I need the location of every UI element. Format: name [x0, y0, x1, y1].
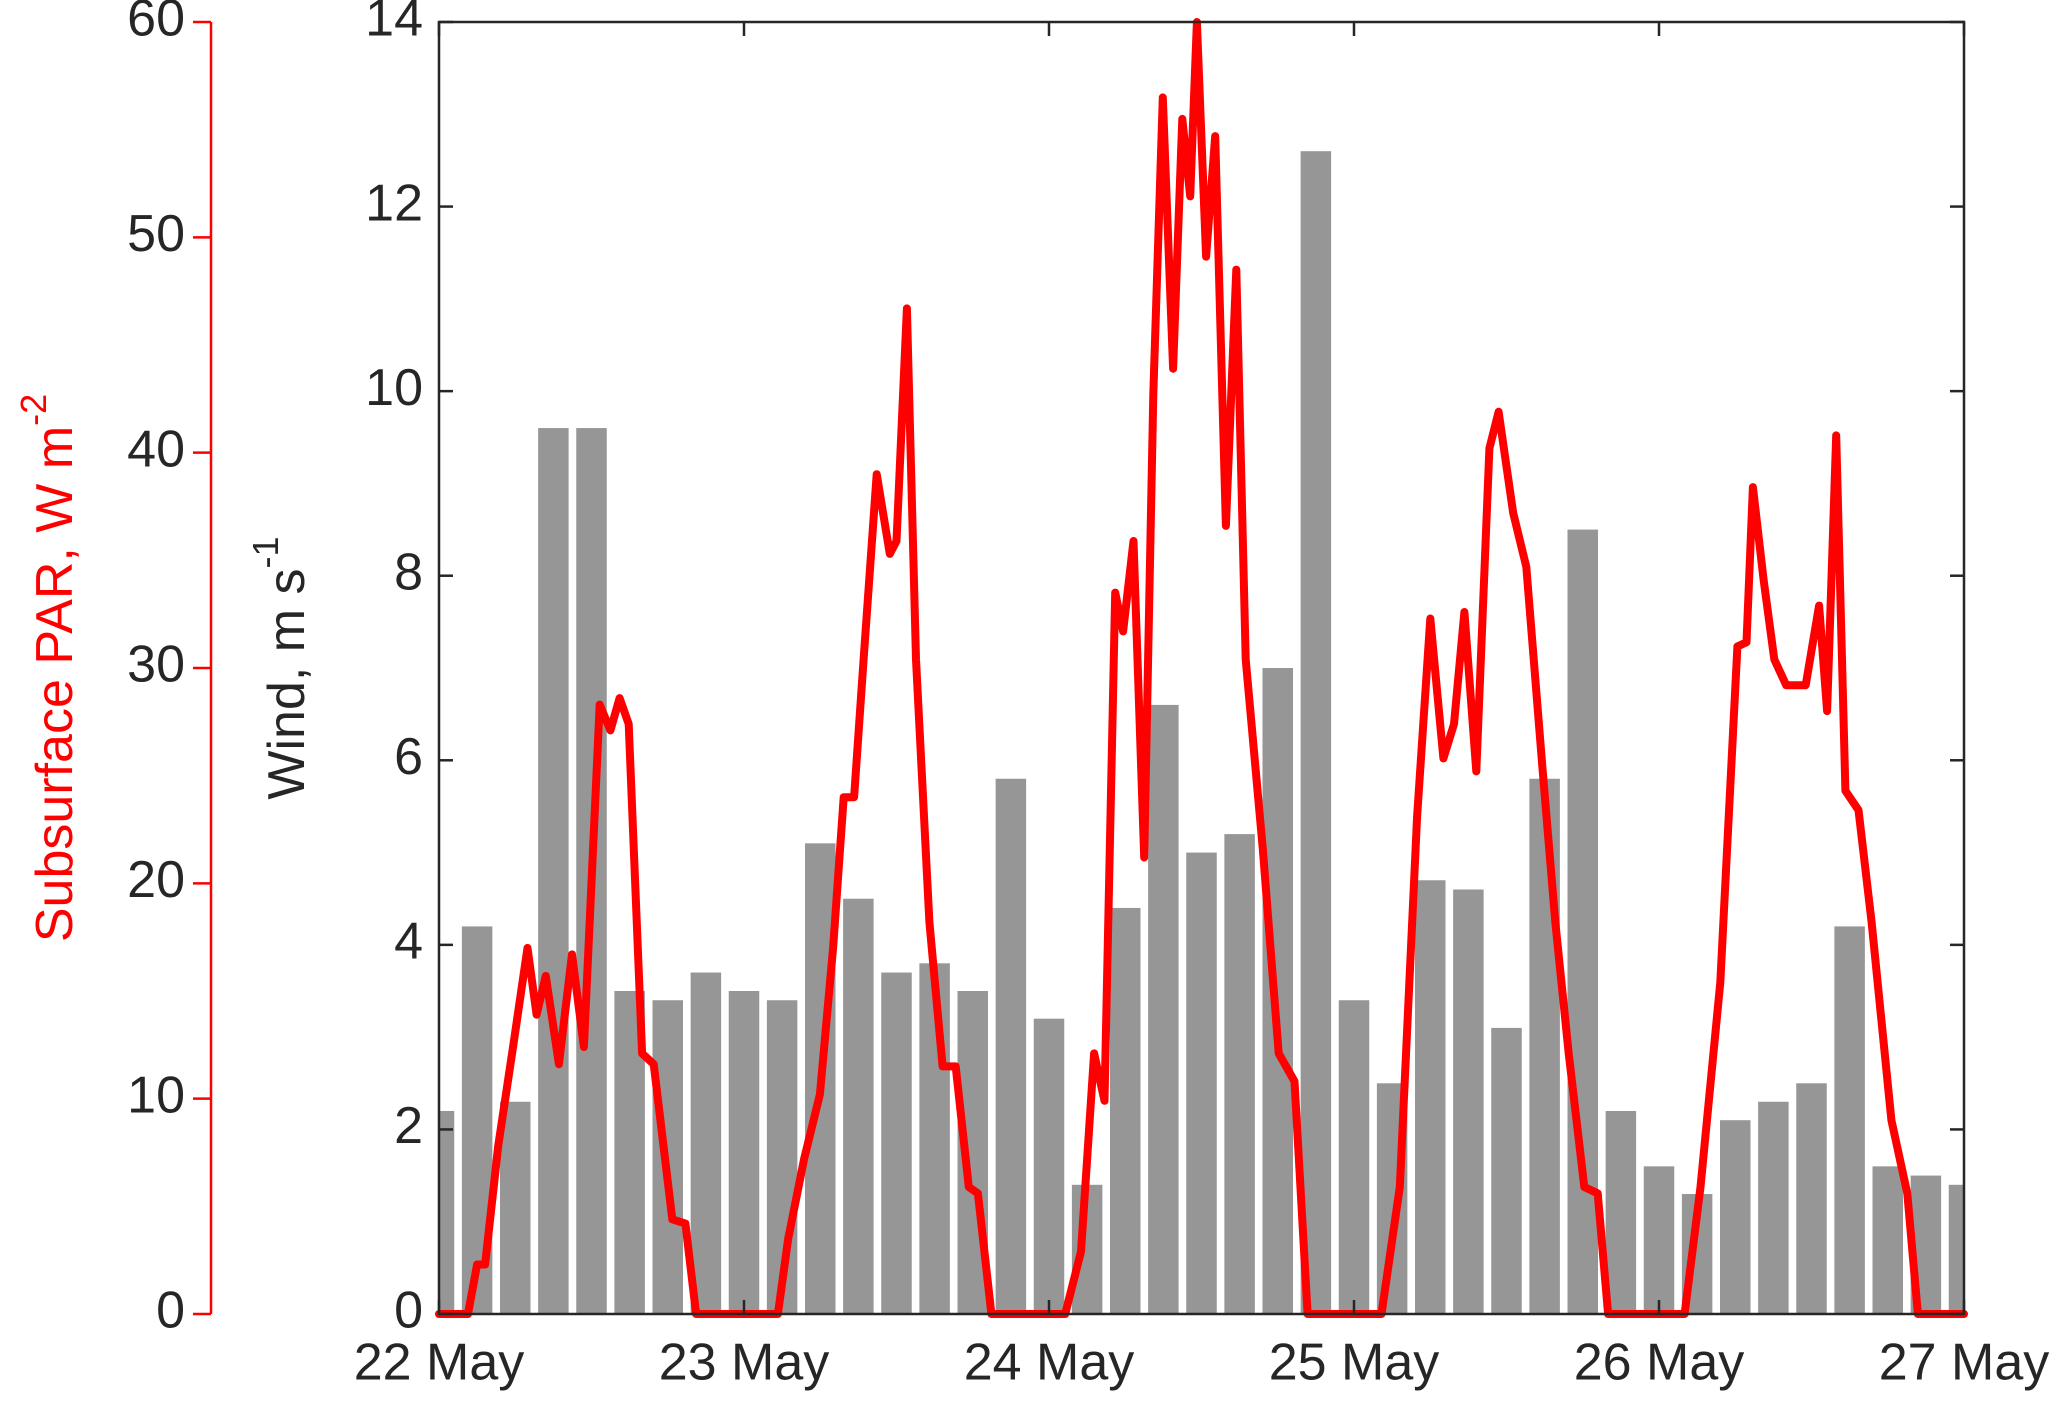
y-tick-label: 4 — [394, 913, 423, 971]
y2-tick-label: 10 — [127, 1066, 185, 1124]
bar — [995, 778, 1027, 1314]
bar — [1720, 1120, 1751, 1314]
bars — [439, 151, 1964, 1314]
bar — [843, 898, 874, 1314]
y-tick-label: 14 — [365, 0, 423, 48]
bar — [690, 972, 722, 1314]
y-axis-title: Wind, m s-1 — [245, 536, 316, 799]
bar — [881, 972, 912, 1314]
y-tick-label: 6 — [394, 728, 423, 786]
bar — [728, 991, 760, 1314]
bar — [1110, 907, 1141, 1314]
bar — [1491, 1027, 1522, 1314]
y2-tick-label: 60 — [127, 0, 185, 48]
y-tick-label: 2 — [394, 1097, 423, 1155]
x-tick-label: 23 May — [659, 1334, 830, 1392]
bar — [1567, 529, 1598, 1314]
lines — [435, 18, 1968, 1318]
y2-tick-label: 30 — [127, 636, 185, 694]
bar — [1758, 1101, 1789, 1314]
bar — [1224, 834, 1255, 1314]
bar — [1948, 1184, 1964, 1314]
line — [435, 18, 1968, 1318]
y2-axis-title-sup: -2 — [13, 394, 54, 426]
y-tick-label: 12 — [365, 174, 423, 232]
y-axis-title-text: Wind, m s — [258, 568, 316, 799]
bar — [1033, 1018, 1065, 1314]
x-tick-label: 26 May — [1574, 1334, 1745, 1392]
bar — [1415, 880, 1446, 1314]
x-tick-label: 24 May — [964, 1334, 1135, 1392]
y2-tick-label: 40 — [127, 420, 185, 478]
bar — [1338, 1000, 1370, 1314]
x-tick-label: 22 May — [354, 1334, 525, 1392]
plot-frame — [437, 20, 1966, 1316]
x-tick-label: 27 May — [1879, 1334, 2050, 1392]
y-axis-title-sup: -1 — [245, 536, 286, 568]
x-tick-label: 25 May — [1269, 1334, 1440, 1392]
y2-axis-title-text: Subsurface PAR, W m — [26, 426, 84, 942]
bar — [1605, 1110, 1637, 1314]
bar — [1453, 889, 1484, 1314]
y2-axis-title: Subsurface PAR, W m-2 — [13, 394, 84, 942]
bar — [1796, 1083, 1827, 1314]
bar — [1529, 778, 1560, 1314]
bar — [538, 428, 569, 1314]
bar — [1300, 151, 1332, 1314]
bar — [439, 1110, 455, 1314]
bar — [1148, 704, 1179, 1314]
y-tick-label: 0 — [394, 1282, 423, 1340]
bar — [1186, 852, 1217, 1314]
bar — [500, 1101, 531, 1314]
axes: 0 2 4 6 8 10 12 14 0 10 20 30 40 50 60 22 May 23 May 24 M… — [127, 0, 2049, 1392]
y-tick-label: 8 — [394, 543, 423, 601]
y2-tick-label: 0 — [156, 1282, 185, 1340]
y-tick-label: 10 — [365, 359, 423, 417]
y2-tick-label: 20 — [127, 851, 185, 909]
bar — [1872, 1166, 1903, 1314]
bar — [1643, 1166, 1675, 1314]
bar — [1834, 926, 1865, 1314]
y2-tick-label: 50 — [127, 205, 185, 263]
